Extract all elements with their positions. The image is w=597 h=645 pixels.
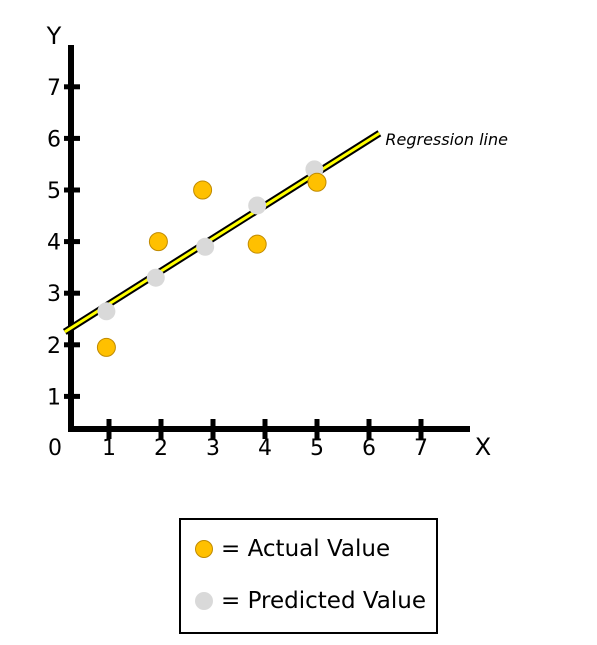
actual-value-point	[247, 234, 267, 254]
y-axis-label: Y	[46, 22, 62, 50]
x-tick-label: 4	[258, 436, 272, 461]
tick-labels: 1 2 3 4 5 6 7 1 2 3 4 5 6 7	[47, 76, 428, 461]
origin-label: 0	[48, 436, 62, 461]
x-axis-label: X	[475, 433, 491, 461]
data-points	[96, 160, 327, 357]
predicted-value-marker	[195, 592, 213, 610]
x-tick-label: 5	[310, 436, 324, 461]
legend-label-predicted: = Predicted Value	[221, 588, 427, 614]
actual-value-point	[193, 180, 213, 200]
actual-value-point	[96, 337, 116, 357]
legend-label-actual: = Actual Value	[221, 536, 391, 562]
x-tick-label: 2	[154, 436, 168, 461]
predicted-value-point	[196, 237, 215, 256]
legend-item-predicted: = Predicted Value	[195, 588, 426, 614]
y-tick-label: 7	[47, 76, 61, 101]
y-tick-label: 5	[47, 179, 61, 204]
actual-value-point	[148, 232, 168, 252]
legend: = Actual Value = Predicted Value	[179, 518, 438, 634]
predicted-value-point	[146, 268, 165, 287]
x-tick-label: 6	[362, 436, 376, 461]
axis-ticks	[64, 84, 424, 439]
regression-line-group	[62, 130, 382, 335]
predicted-value-point	[97, 302, 116, 321]
legend-item-actual: = Actual Value	[195, 536, 390, 562]
regression-line	[63, 131, 381, 334]
axes	[68, 45, 470, 432]
x-tick-label: 3	[206, 436, 220, 461]
y-tick-label: 4	[47, 231, 61, 256]
actual-value-point	[307, 172, 327, 192]
y-tick-label: 3	[47, 282, 61, 307]
y-tick-label: 2	[47, 334, 61, 359]
y-tick-label: 1	[47, 385, 61, 410]
predicted-value-point	[248, 196, 267, 215]
x-tick-label: 1	[102, 436, 116, 461]
regression-line-label: Regression line	[385, 130, 508, 149]
actual-value-marker	[195, 540, 213, 558]
y-tick-label: 6	[47, 127, 61, 152]
x-tick-label: 7	[414, 436, 428, 461]
